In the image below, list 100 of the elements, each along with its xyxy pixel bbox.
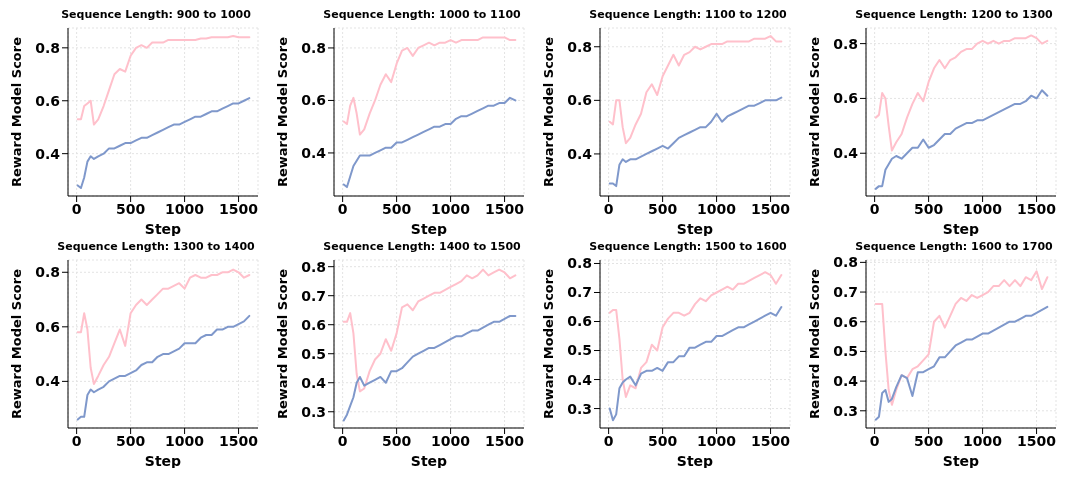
y-tick-label: 0.6 [833,90,858,107]
y-axis-title: Reward Model Score [540,36,556,188]
y-tick-label: 0.5 [301,345,326,362]
x-tick-label: 1500 [751,200,791,217]
x-tick-label: 0 [603,432,614,449]
y-tick-label: 0.8 [833,254,858,271]
x-axis-title: Step [676,221,714,237]
x-tick-label: 500 [914,432,944,449]
y-tick-label: 0.6 [301,316,326,333]
x-tick-label: 1500 [485,200,525,217]
line-series [608,96,783,188]
x-tick-label: 1500 [219,200,259,217]
x-tick-label: 500 [116,432,146,449]
y-tick-label: 0.8 [833,35,858,52]
x-tick-label: 0 [71,432,82,449]
line-series [76,97,251,190]
y-tick-label: 0.3 [833,402,858,419]
x-tick-label: 0 [337,200,348,217]
x-tick-label: 1500 [1017,432,1057,449]
y-tick-label: 0.3 [301,403,326,420]
line-series [874,34,1049,152]
y-tick-label: 0.6 [35,92,60,109]
x-tick-label: 0 [869,432,880,449]
x-tick-label: 1000 [963,200,1003,217]
chart-title: Sequence Length: 1100 to 1200 [588,8,788,23]
x-tick-label: 0 [337,432,348,449]
line-series [342,315,517,422]
y-tick-label: 0.5 [833,343,858,360]
y-axis-title: Reward Model Score [806,36,822,188]
chart-title: Sequence Length: 1500 to 1600 [588,240,788,255]
y-tick-label: 0.4 [567,371,593,388]
x-tick-label: 1500 [485,432,525,449]
x-tick-label: 500 [382,432,412,449]
y-tick-label: 0.8 [301,39,326,56]
y-tick-label: 0.4 [301,374,327,391]
chart-title: Sequence Length: 1000 to 1100 [322,8,522,23]
line-series [874,305,1049,421]
x-tick-label: 1000 [697,200,737,217]
y-tick-label: 0.4 [833,373,859,390]
y-tick-label: 0.8 [301,258,326,275]
line-series [608,271,783,398]
x-tick-label: 1000 [963,432,1003,449]
x-axis-title: Step [410,221,448,237]
y-tick-label: 0.4 [35,145,61,162]
y-tick-label: 0.7 [567,284,592,301]
y-tick-label: 0.4 [301,144,327,161]
chart-title: Sequence Length: 1400 to 1500 [322,240,522,255]
y-tick-label: 0.6 [567,313,592,330]
line-series [342,96,517,189]
y-tick-label: 0.5 [567,342,592,359]
y-axis-title: Reward Model Score [274,36,290,188]
line-series [608,306,783,422]
y-tick-label: 0.8 [567,38,592,55]
x-tick-label: 500 [648,200,678,217]
y-tick-label: 0.4 [35,373,61,390]
x-tick-label: 500 [116,200,146,217]
x-tick-label: 1000 [431,432,471,449]
x-axis-title: Step [942,453,980,469]
y-tick-label: 0.8 [567,255,592,272]
line-series [76,314,251,421]
y-tick-label: 0.7 [833,284,858,301]
y-axis-title: Reward Model Score [540,268,556,420]
x-axis-title: Step [676,453,714,469]
x-tick-label: 1500 [751,432,791,449]
line-series [76,268,251,386]
chart-title: Sequence Length: 1200 to 1300 [854,8,1054,23]
x-tick-label: 0 [71,200,82,217]
y-tick-label: 0.4 [567,145,593,162]
y-tick-label: 0.6 [35,318,60,335]
y-axis-title: Reward Model Score [274,268,290,420]
x-tick-label: 500 [914,200,944,217]
line-series [874,270,1049,406]
y-tick-label: 0.4 [833,145,859,162]
y-axis-title: Reward Model Score [8,36,24,188]
x-tick-label: 500 [382,200,412,217]
x-tick-label: 500 [648,432,678,449]
chart-title: Sequence Length: 1300 to 1400 [56,240,256,255]
line-series [874,89,1049,190]
x-tick-label: 0 [869,200,880,217]
chart-title: Sequence Length: 900 to 1000 [60,8,252,23]
y-tick-label: 0.6 [833,313,858,330]
y-tick-label: 0.7 [301,287,326,304]
line-series [76,34,251,126]
x-axis-title: Step [410,453,448,469]
y-tick-label: 0.3 [567,400,592,417]
y-tick-label: 0.6 [301,92,326,109]
x-axis-title: Step [942,221,980,237]
y-tick-label: 0.6 [567,92,592,109]
line-series [608,35,783,145]
x-tick-label: 1000 [165,200,205,217]
x-axis-title: Step [144,221,182,237]
y-axis-title: Reward Model Score [806,268,822,420]
line-series [342,268,517,393]
chart-title: Sequence Length: 1600 to 1700 [854,240,1054,255]
line-series [342,36,517,136]
x-tick-label: 1000 [165,432,205,449]
x-axis-title: Step [144,453,182,469]
x-tick-label: 1000 [431,200,471,217]
x-tick-label: 1000 [697,432,737,449]
y-tick-label: 0.8 [35,264,60,281]
